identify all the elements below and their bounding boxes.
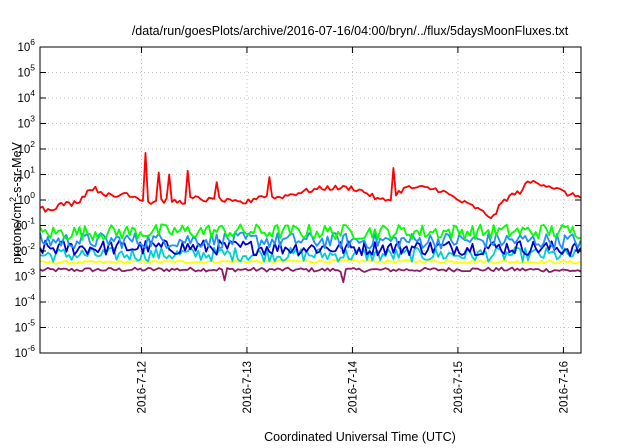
y-axis-label-exponent: 2 — [7, 197, 18, 203]
chart-title: /data/run/goesPlots/archive/2016-07-16/0… — [131, 24, 569, 38]
x-tick-label: 2016-7-12 — [136, 361, 148, 413]
series-line — [39, 223, 581, 242]
y-tick-label: 10-6 — [15, 343, 36, 360]
y-tick-label: 10-5 — [15, 318, 36, 335]
y-tick-label: 106 — [17, 37, 35, 54]
grid-lines — [40, 46, 581, 354]
series-lines — [39, 151, 582, 284]
y-axis-label-unit: -s-sr-MeV — [10, 142, 25, 197]
x-tick-label: 2016-7-16 — [558, 361, 570, 413]
x-tick-label: 2016-7-15 — [453, 361, 465, 413]
series-line — [39, 239, 582, 257]
plot-frame — [39, 46, 582, 354]
y-tick-label: 105 — [17, 63, 35, 80]
y-tick-label: 104 — [17, 88, 35, 105]
series-line — [40, 258, 581, 265]
y-axis-label-text: protons/cm — [10, 202, 25, 264]
y-axis-label: protons/cm2-s-sr-MeV — [8, 142, 26, 264]
series-line — [39, 266, 581, 284]
y-tick-label: 10-4 — [15, 292, 36, 309]
y-tick-label: 10-3 — [15, 267, 36, 284]
x-tick-label: 2016-7-13 — [242, 361, 254, 413]
y-tick-label: 103 — [17, 114, 35, 131]
series-line — [39, 246, 582, 263]
series-line — [39, 151, 582, 220]
x-tick-label: 2016-7-14 — [347, 360, 359, 413]
x-axis-label: Coordinated Universal Time (UTC) — [264, 430, 456, 444]
